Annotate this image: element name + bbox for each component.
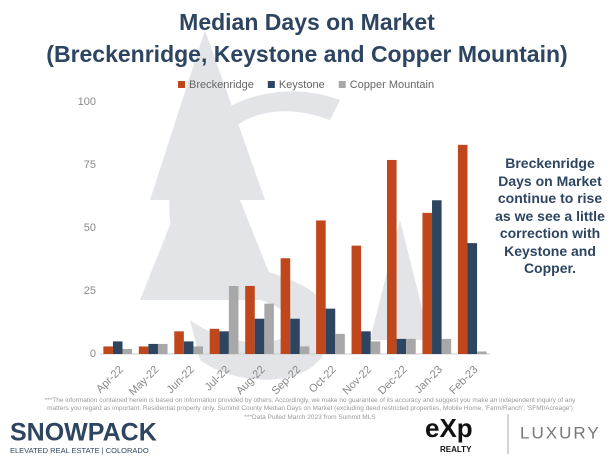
bar xyxy=(325,308,336,354)
bar xyxy=(148,343,158,354)
bar xyxy=(264,303,274,354)
bar xyxy=(122,348,133,354)
bar xyxy=(209,328,220,354)
bar xyxy=(219,331,229,354)
bar xyxy=(157,343,168,354)
legend-label: Keystone xyxy=(279,79,325,91)
legend-swatch xyxy=(338,81,346,88)
legend-swatch xyxy=(267,81,275,88)
x-tick-label: Jun-22 xyxy=(165,364,197,396)
realty-logo: REALTY xyxy=(440,445,472,454)
bar xyxy=(174,331,184,354)
x-tick-label: Jan-23 xyxy=(413,364,445,396)
bar xyxy=(351,245,362,354)
bar xyxy=(193,346,203,354)
exp-logo: eXp xyxy=(425,413,473,443)
bar xyxy=(370,341,381,354)
bar xyxy=(422,212,433,354)
x-tick-label: Dec-22 xyxy=(376,364,410,398)
y-tick-label: 100 xyxy=(78,96,96,108)
chart-title: Median Days on Market xyxy=(179,9,435,35)
x-tick-label: May-22 xyxy=(127,364,161,398)
watermark xyxy=(140,30,430,380)
annotation: Breckenridge Days on Market continue to … xyxy=(495,155,605,276)
bar xyxy=(254,318,265,354)
bar xyxy=(432,200,442,354)
y-tick-label: 25 xyxy=(84,285,96,297)
bar xyxy=(457,144,468,354)
legend-label: Copper Mountain xyxy=(350,79,434,91)
bar xyxy=(335,333,345,354)
bar xyxy=(406,338,416,354)
brand-tagline: ELEVATED REAL ESTATE | COLORADO xyxy=(10,446,149,455)
bar xyxy=(477,351,487,354)
bar xyxy=(361,331,371,354)
bar xyxy=(290,318,300,354)
bar xyxy=(280,258,291,354)
disclaimer: ***The information contained herein is b… xyxy=(44,397,576,421)
bar xyxy=(112,341,123,354)
bar xyxy=(245,285,255,354)
y-tick-label: 75 xyxy=(84,159,96,171)
legend-swatch xyxy=(178,81,185,88)
luxury-logo: LUXURY xyxy=(520,423,601,442)
bar xyxy=(103,346,113,354)
bar xyxy=(441,338,452,354)
bar xyxy=(467,243,478,354)
y-tick-label: 0 xyxy=(90,348,96,360)
x-tick-label: Apr-22 xyxy=(94,364,126,396)
y-tick-label: 50 xyxy=(84,222,96,234)
bar xyxy=(183,341,194,354)
x-tick-label: Nov-22 xyxy=(341,364,375,398)
bar xyxy=(228,285,239,354)
legend-label: Breckenridge xyxy=(189,79,254,91)
bar xyxy=(316,220,326,354)
bar xyxy=(299,346,310,354)
chart-subtitle: (Breckenridge, Keystone and Copper Mount… xyxy=(46,41,567,67)
brand-name: SNOWPACK xyxy=(10,419,157,447)
x-tick-label: Feb-23 xyxy=(447,364,480,397)
bar xyxy=(387,159,397,354)
bar xyxy=(138,346,149,354)
x-tick-label: Oct-22 xyxy=(307,364,339,396)
bar xyxy=(396,338,407,354)
